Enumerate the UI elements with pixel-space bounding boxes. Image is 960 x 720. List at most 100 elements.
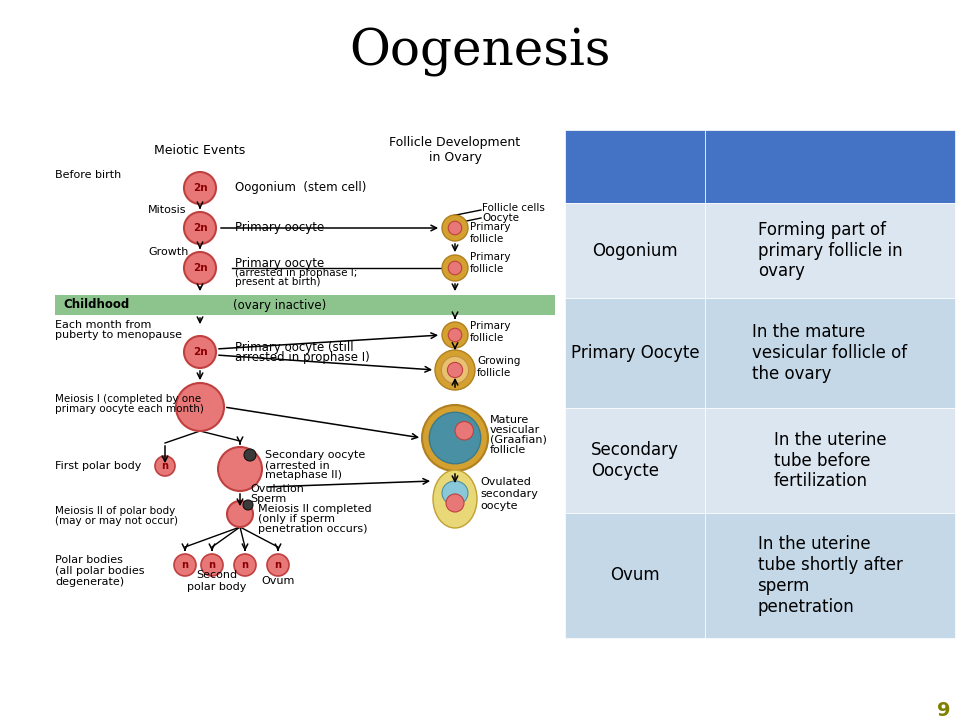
FancyBboxPatch shape [705,203,955,298]
Text: follicle: follicle [490,445,526,455]
Text: Each month from: Each month from [55,320,152,330]
Text: Ovum: Ovum [261,576,295,586]
FancyBboxPatch shape [705,130,955,203]
Circle shape [448,328,462,342]
Text: (arrested in prophase I;: (arrested in prophase I; [235,268,357,278]
Text: 2n: 2n [193,223,207,233]
Circle shape [455,421,473,440]
Text: n: n [161,461,169,471]
Text: vesicular: vesicular [490,425,540,435]
Circle shape [448,221,462,235]
Circle shape [442,322,468,348]
Text: arrested in prophase I): arrested in prophase I) [235,351,370,364]
Text: Oocyte: Oocyte [482,213,519,223]
FancyBboxPatch shape [55,295,555,315]
Ellipse shape [433,470,477,528]
Text: Meiosis II completed: Meiosis II completed [258,504,372,514]
Text: (all polar bodies: (all polar bodies [55,566,145,576]
Text: Primary oocyte: Primary oocyte [235,256,324,269]
Circle shape [201,554,223,576]
Text: Secondary oocyte: Secondary oocyte [265,450,365,460]
Text: Primary Oocyte: Primary Oocyte [570,344,699,362]
Ellipse shape [442,481,468,505]
Text: 2n: 2n [193,263,207,273]
Circle shape [442,255,468,281]
Text: Meiotic Events: Meiotic Events [155,143,246,156]
Circle shape [447,362,463,377]
Text: n: n [275,560,281,570]
Text: Oogonium: Oogonium [592,241,678,259]
Circle shape [429,413,481,464]
Circle shape [442,215,468,241]
Text: Mitosis: Mitosis [148,205,186,215]
Circle shape [244,449,256,461]
Circle shape [422,405,488,471]
Circle shape [442,356,468,384]
Circle shape [227,501,253,527]
Text: degenerate): degenerate) [55,577,124,587]
Text: In the uterine
tube shortly after
sperm
penetration: In the uterine tube shortly after sperm … [757,535,902,616]
Text: metaphase II): metaphase II) [265,470,342,480]
Text: Sperm: Sperm [250,494,286,504]
Text: Ovum: Ovum [611,567,660,585]
Text: present at birth): present at birth) [235,277,321,287]
Text: Growth: Growth [148,247,188,257]
Circle shape [243,500,253,510]
Text: Second
polar body: Second polar body [187,570,247,592]
Text: Follicle cells: Follicle cells [482,203,545,213]
Text: Ovulated
secondary
oocyte: Ovulated secondary oocyte [480,477,538,510]
Text: (arrested in: (arrested in [265,460,329,470]
FancyBboxPatch shape [565,513,705,638]
Circle shape [176,383,224,431]
Text: In the uterine
tube before
fertilization: In the uterine tube before fertilization [774,431,886,490]
Text: Growing
follicle: Growing follicle [477,356,520,378]
Text: 2n: 2n [193,183,207,193]
Circle shape [448,261,462,275]
Text: Ovulation: Ovulation [250,484,304,494]
Text: Polar bodies: Polar bodies [55,555,123,565]
Circle shape [174,554,196,576]
Circle shape [218,447,262,491]
FancyBboxPatch shape [705,513,955,638]
Text: Oogonium  (stem cell): Oogonium (stem cell) [235,181,367,194]
Circle shape [184,212,216,244]
Text: Follicle Development
in Ovary: Follicle Development in Ovary [390,136,520,164]
Text: In the mature
vesicular follicle of
the ovary: In the mature vesicular follicle of the … [753,323,907,383]
Text: puberty to menopause: puberty to menopause [55,330,182,340]
Text: n: n [242,560,249,570]
Text: primary oocyte each month): primary oocyte each month) [55,404,204,414]
Text: Primary
follicle: Primary follicle [470,321,511,343]
Circle shape [446,494,464,512]
Circle shape [184,252,216,284]
Text: First polar body: First polar body [55,461,141,471]
Text: Forming part of
primary follicle in
ovary: Forming part of primary follicle in ovar… [757,221,902,280]
Text: 9: 9 [937,701,950,719]
Text: Primary
follicle: Primary follicle [470,252,511,274]
Text: n: n [208,560,215,570]
Text: (Graafian): (Graafian) [490,435,547,445]
Text: Primary oocyte: Primary oocyte [235,222,324,235]
Text: n: n [181,560,188,570]
Circle shape [435,350,475,390]
FancyBboxPatch shape [565,130,705,203]
Text: 2n: 2n [193,347,207,357]
Circle shape [184,336,216,368]
Text: (may or may not occur): (may or may not occur) [55,516,178,526]
Text: Childhood: Childhood [63,299,130,312]
Text: Mature: Mature [490,415,529,425]
Circle shape [155,456,175,476]
FancyBboxPatch shape [705,298,955,408]
Text: (ovary inactive): (ovary inactive) [233,299,326,312]
FancyBboxPatch shape [565,203,705,298]
Circle shape [234,554,256,576]
Text: Before birth: Before birth [55,170,121,180]
FancyBboxPatch shape [565,298,705,408]
Text: penetration occurs): penetration occurs) [258,524,368,534]
Text: Meiosis II of polar body: Meiosis II of polar body [55,506,176,516]
Circle shape [267,554,289,576]
Text: Primary
follicle: Primary follicle [470,222,511,244]
Text: (only if sperm: (only if sperm [258,514,335,524]
Circle shape [184,172,216,204]
Text: Oogenesis: Oogenesis [349,27,611,77]
Text: Secondary
Oocycte: Secondary Oocycte [591,441,679,480]
